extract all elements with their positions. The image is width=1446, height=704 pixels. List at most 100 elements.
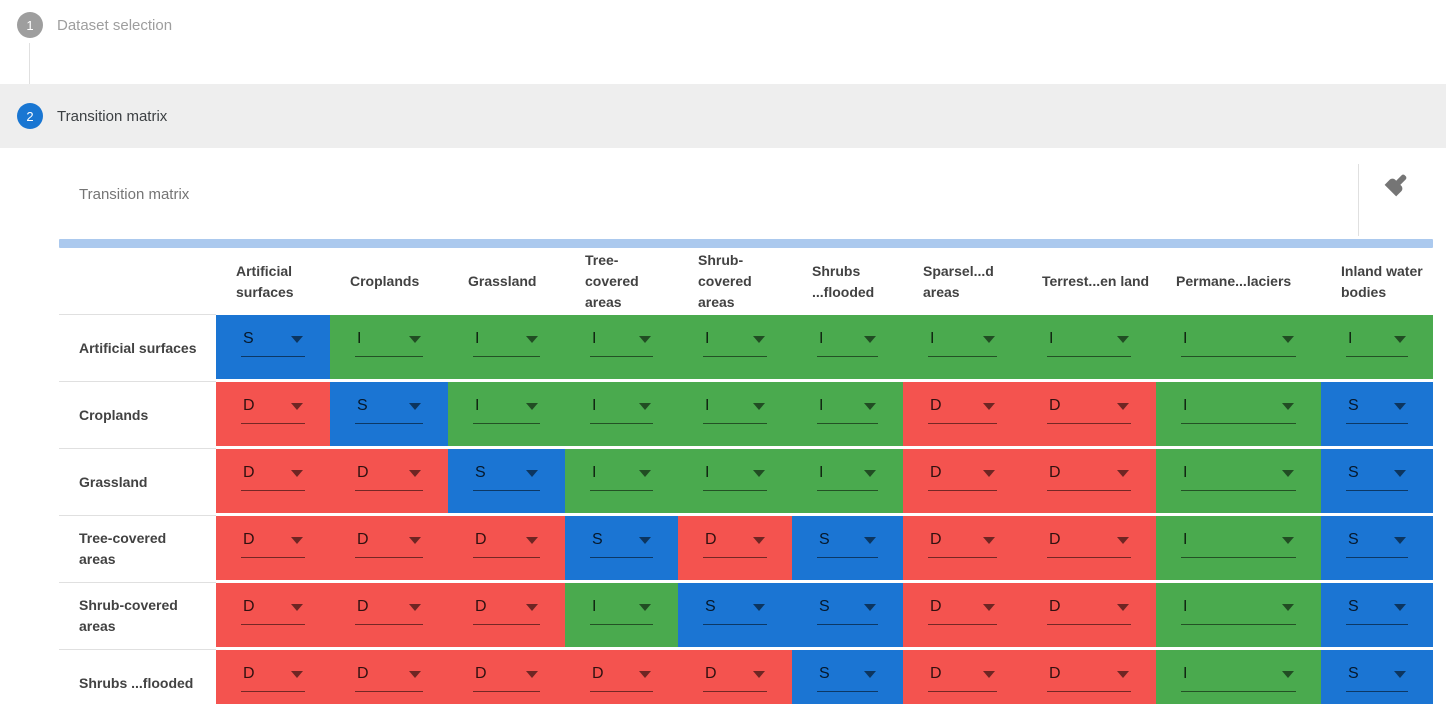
transition-select[interactable]: I [1047,329,1131,357]
transition-select[interactable]: D [241,530,305,558]
matrix-cell: I [903,315,1022,382]
column-header: Permane...laciers [1156,248,1321,315]
transition-select[interactable]: I [1181,463,1296,491]
transition-select[interactable]: D [590,664,653,692]
matrix-cell: I [1022,315,1156,382]
transition-select[interactable]: D [473,530,540,558]
dropdown-arrow-icon [1282,603,1294,611]
transition-select[interactable]: S [355,396,423,424]
transition-select[interactable]: D [355,463,423,491]
matrix-cell: D [448,583,565,650]
transition-select[interactable]: I [817,396,878,424]
transition-select[interactable]: I [817,329,878,357]
transition-select[interactable]: D [928,530,997,558]
transition-select-value: D [243,464,255,481]
transition-select[interactable]: I [1181,597,1296,625]
transition-select[interactable]: S [703,597,767,625]
transition-select[interactable]: S [1346,664,1408,692]
transition-select[interactable]: D [355,530,423,558]
transition-select[interactable]: I [590,329,653,357]
dropdown-arrow-icon [1394,603,1406,611]
dropdown-arrow-icon [864,335,876,343]
transition-select[interactable]: I [590,396,653,424]
transition-select-value: S [1348,464,1359,481]
clear-matrix-button[interactable] [1375,162,1419,206]
transition-select[interactable]: D [241,396,305,424]
dropdown-arrow-icon [1394,536,1406,544]
transition-select-value: I [1183,665,1188,682]
transition-select-value: S [357,397,368,414]
transition-select[interactable]: D [355,597,423,625]
transition-select[interactable]: I [590,597,653,625]
transition-select-value: D [243,397,255,414]
table-row: Croplands D S I I I I D D I S [59,382,1433,449]
dropdown-arrow-icon [1117,603,1129,611]
horizontal-scrollbar[interactable] [59,239,1433,248]
transition-select[interactable]: D [1047,664,1131,692]
transition-select[interactable]: D [1047,530,1131,558]
transition-select[interactable]: S [817,530,878,558]
transition-select[interactable]: D [928,396,997,424]
dropdown-arrow-icon [1282,670,1294,678]
transition-select-value: D [705,531,717,548]
transition-select[interactable]: I [355,329,423,357]
transition-select[interactable]: D [703,530,767,558]
transition-select-value: I [819,464,824,481]
stepper-step-2[interactable]: 2 Transition matrix [0,84,1446,148]
transition-select[interactable]: S [1346,463,1408,491]
dropdown-arrow-icon [639,402,651,410]
transition-select[interactable]: D [1047,463,1131,491]
dropdown-arrow-icon [291,670,303,678]
transition-select[interactable]: I [817,463,878,491]
transition-select[interactable]: S [473,463,540,491]
dropdown-arrow-icon [526,469,538,477]
transition-select[interactable]: D [928,597,997,625]
step-1-indicator[interactable]: 1 [17,12,43,38]
transition-select[interactable]: D [473,664,540,692]
corner-cell [59,248,216,315]
transition-select-value: S [819,531,830,548]
step-2-indicator[interactable]: 2 [17,103,43,129]
transition-select[interactable]: I [703,463,767,491]
dropdown-arrow-icon [639,469,651,477]
transition-select[interactable]: I [703,329,767,357]
transition-matrix: Artificial surfaces Croplands Grassland Tre… [59,248,1433,704]
dropdown-arrow-icon [1282,536,1294,544]
transition-select[interactable]: D [1047,396,1131,424]
transition-select[interactable]: D [355,664,423,692]
transition-select[interactable]: I [1181,396,1296,424]
transition-select[interactable]: I [1181,329,1296,357]
transition-select[interactable]: I [590,463,653,491]
transition-select[interactable]: S [590,530,653,558]
transition-select[interactable]: I [703,396,767,424]
transition-select[interactable]: S [1346,530,1408,558]
transition-select[interactable]: D [928,463,997,491]
transition-select[interactable]: D [241,597,305,625]
transition-select[interactable]: D [703,664,767,692]
column-header: Inland water bodies [1321,248,1433,315]
transition-select[interactable]: I [473,329,540,357]
transition-select[interactable]: I [1346,329,1408,357]
dropdown-arrow-icon [409,536,421,544]
transition-select[interactable]: I [473,396,540,424]
matrix-cell: D [903,449,1022,516]
stepper-step-1[interactable]: 1 Dataset selection [0,0,1446,100]
matrix-cell: D [216,382,330,449]
dropdown-arrow-icon [1394,469,1406,477]
transition-select-value: S [705,598,716,615]
transition-select[interactable]: I [1181,664,1296,692]
transition-select[interactable]: D [928,664,997,692]
transition-select[interactable]: D [473,597,540,625]
transition-select[interactable]: D [1047,597,1131,625]
transition-select[interactable]: D [241,664,305,692]
dropdown-arrow-icon [864,402,876,410]
transition-select[interactable]: S [817,664,878,692]
transition-select[interactable]: I [1181,530,1296,558]
dropdown-arrow-icon [1282,469,1294,477]
transition-select[interactable]: S [1346,396,1408,424]
transition-select[interactable]: S [1346,597,1408,625]
transition-select[interactable]: I [928,329,997,357]
transition-select[interactable]: S [817,597,878,625]
transition-select[interactable]: S [241,329,305,357]
transition-select[interactable]: D [241,463,305,491]
